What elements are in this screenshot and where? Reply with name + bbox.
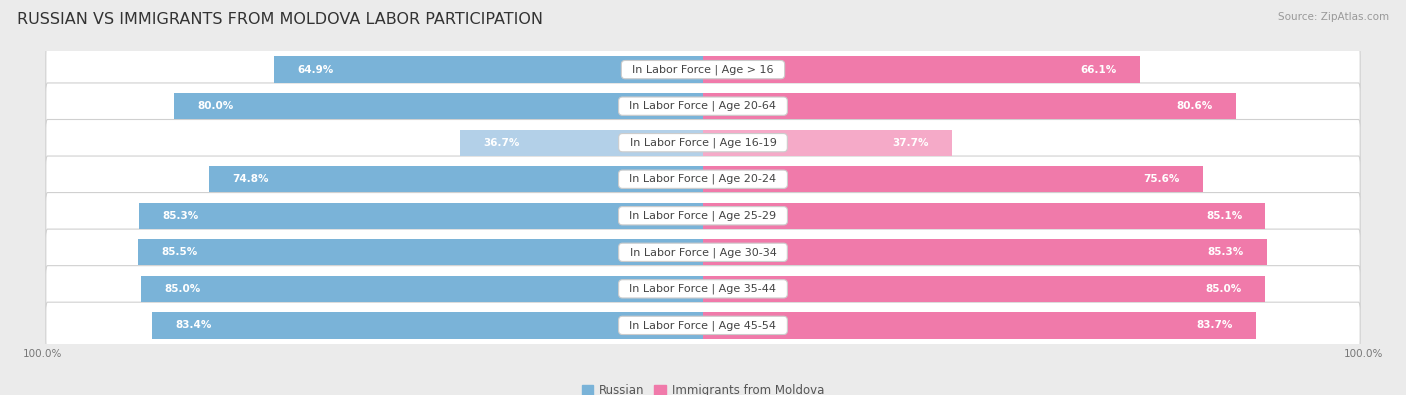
- FancyBboxPatch shape: [46, 83, 1360, 129]
- Text: 36.7%: 36.7%: [484, 138, 520, 148]
- Text: 80.6%: 80.6%: [1177, 101, 1212, 111]
- Text: 74.8%: 74.8%: [232, 174, 269, 184]
- Bar: [703, 166, 1202, 192]
- FancyBboxPatch shape: [46, 229, 1360, 275]
- Bar: [274, 56, 703, 83]
- Text: 83.7%: 83.7%: [1197, 320, 1233, 330]
- FancyBboxPatch shape: [46, 47, 1360, 93]
- Text: 85.0%: 85.0%: [165, 284, 201, 294]
- FancyBboxPatch shape: [46, 193, 1360, 239]
- Text: RUSSIAN VS IMMIGRANTS FROM MOLDOVA LABOR PARTICIPATION: RUSSIAN VS IMMIGRANTS FROM MOLDOVA LABOR…: [17, 12, 543, 27]
- FancyBboxPatch shape: [46, 266, 1360, 312]
- Bar: [461, 130, 703, 156]
- Bar: [703, 239, 1267, 265]
- Text: 85.3%: 85.3%: [163, 211, 198, 221]
- Text: 64.9%: 64.9%: [297, 65, 333, 75]
- Bar: [174, 93, 703, 119]
- Text: 85.0%: 85.0%: [1205, 284, 1241, 294]
- Bar: [703, 312, 1256, 339]
- Text: 85.3%: 85.3%: [1208, 247, 1243, 257]
- Text: In Labor Force | Age 45-54: In Labor Force | Age 45-54: [623, 320, 783, 331]
- Legend: Russian, Immigrants from Moldova: Russian, Immigrants from Moldova: [576, 380, 830, 395]
- Bar: [703, 130, 952, 156]
- Text: In Labor Force | Age 35-44: In Labor Force | Age 35-44: [623, 284, 783, 294]
- Bar: [139, 203, 703, 229]
- FancyBboxPatch shape: [46, 156, 1360, 202]
- Bar: [703, 203, 1265, 229]
- Text: 85.5%: 85.5%: [162, 247, 197, 257]
- Bar: [703, 93, 1236, 119]
- Text: In Labor Force | Age > 16: In Labor Force | Age > 16: [626, 64, 780, 75]
- Bar: [208, 166, 703, 192]
- Text: In Labor Force | Age 30-34: In Labor Force | Age 30-34: [623, 247, 783, 258]
- Text: In Labor Force | Age 16-19: In Labor Force | Age 16-19: [623, 137, 783, 148]
- Text: In Labor Force | Age 25-29: In Labor Force | Age 25-29: [623, 211, 783, 221]
- Text: 75.6%: 75.6%: [1143, 174, 1180, 184]
- Text: Source: ZipAtlas.com: Source: ZipAtlas.com: [1278, 12, 1389, 22]
- Bar: [703, 276, 1264, 302]
- Bar: [703, 56, 1140, 83]
- Text: 80.0%: 80.0%: [197, 101, 233, 111]
- Text: 66.1%: 66.1%: [1080, 65, 1116, 75]
- FancyBboxPatch shape: [46, 120, 1360, 166]
- Bar: [152, 312, 703, 339]
- FancyBboxPatch shape: [46, 302, 1360, 348]
- Text: 83.4%: 83.4%: [174, 320, 211, 330]
- Text: In Labor Force | Age 20-64: In Labor Force | Age 20-64: [623, 101, 783, 111]
- Bar: [138, 239, 703, 265]
- Text: 37.7%: 37.7%: [893, 138, 929, 148]
- Text: In Labor Force | Age 20-24: In Labor Force | Age 20-24: [623, 174, 783, 184]
- Bar: [141, 276, 703, 302]
- Text: 85.1%: 85.1%: [1206, 211, 1243, 221]
